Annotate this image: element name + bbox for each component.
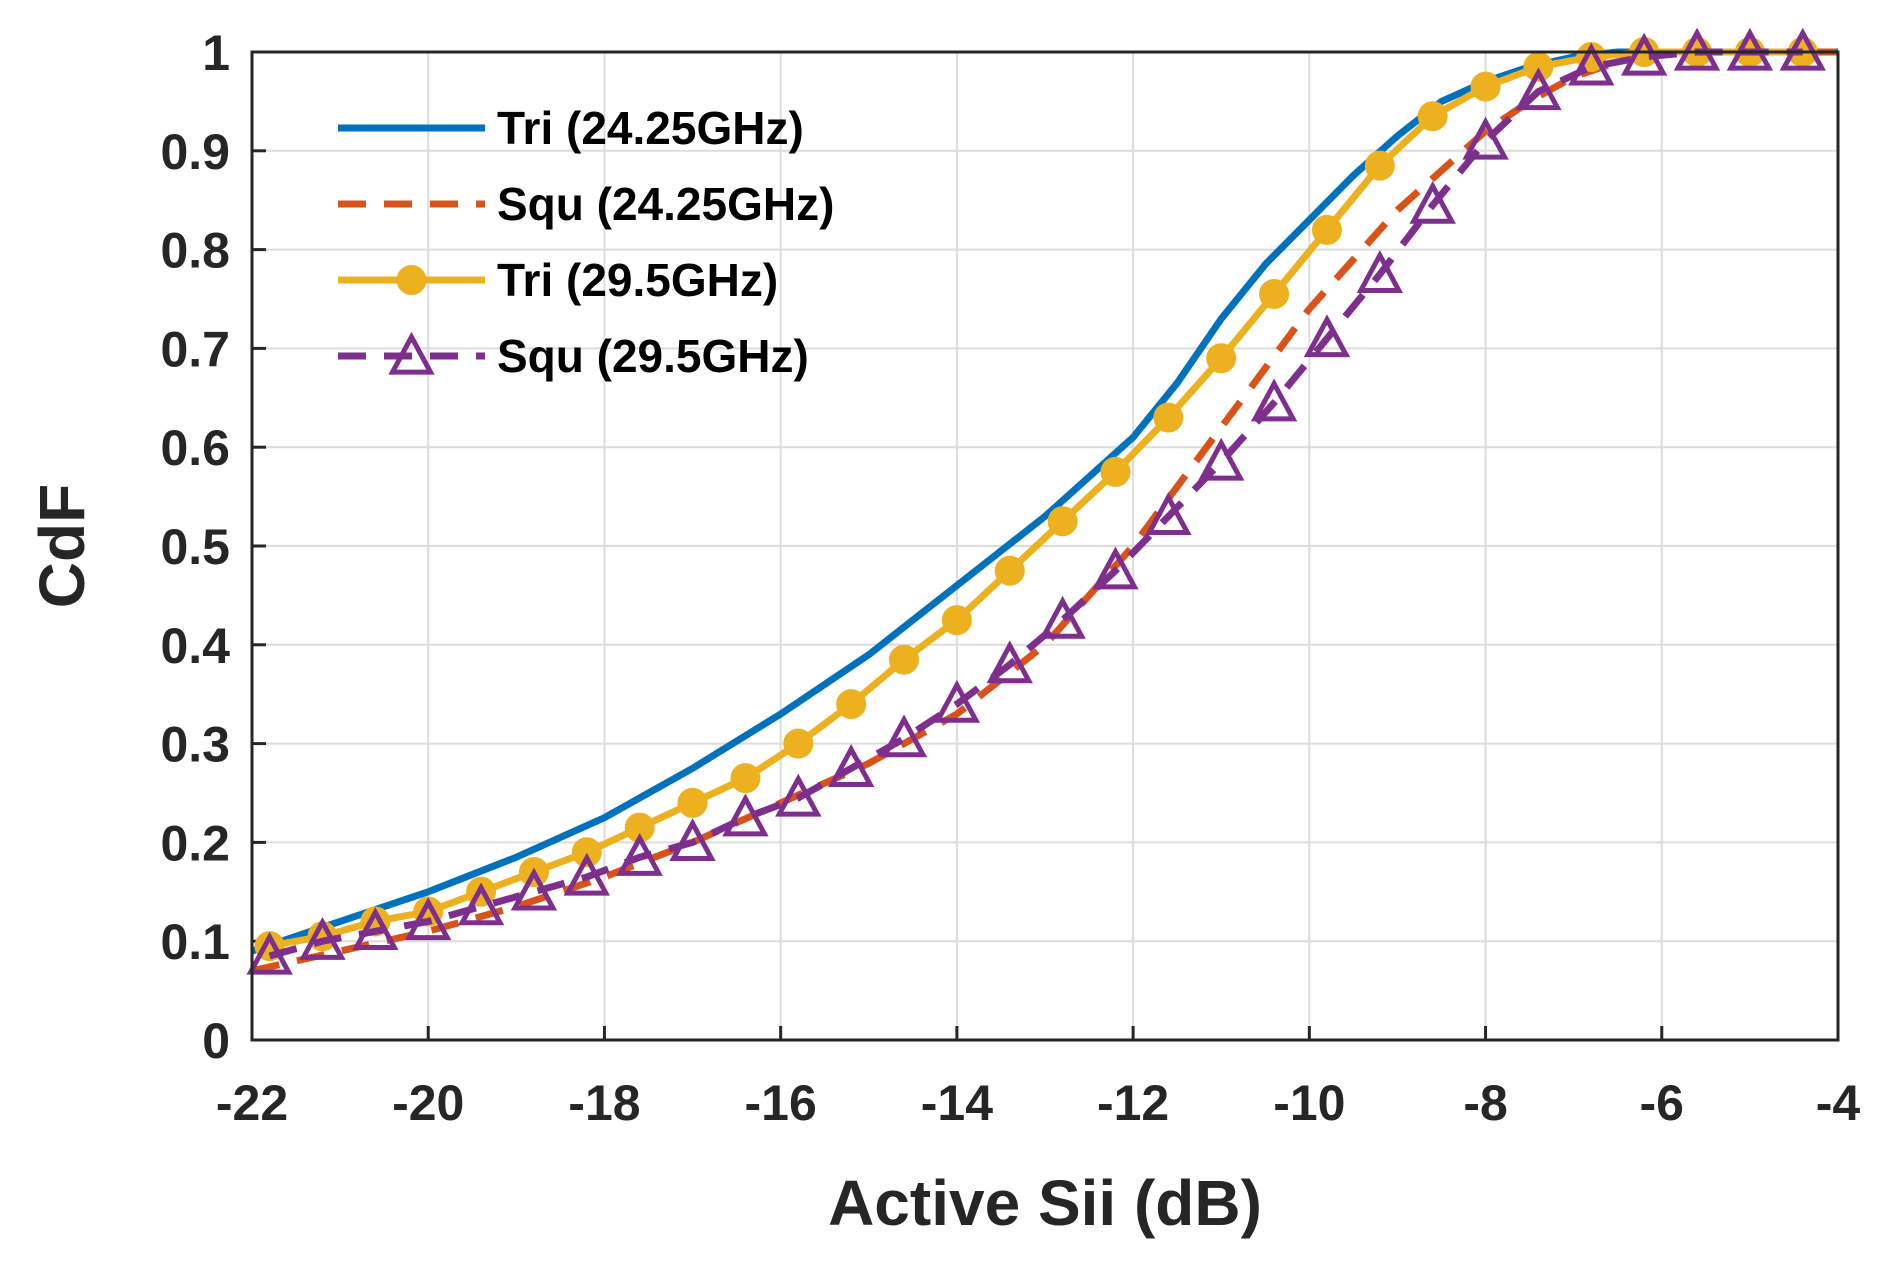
data-point [1206,343,1237,374]
data-point [836,689,867,720]
data-point [1356,250,1404,293]
data-point [571,837,602,868]
legend-label: Tri (29.5GHz) [497,254,778,306]
data-point [1259,279,1290,310]
x-axis-label: Active Sii (dB) [828,1167,1262,1239]
data-point [1515,67,1562,111]
data-point [1311,214,1342,245]
legend-entry: Tri (24.25GHz) [338,102,804,154]
data-point [669,818,716,862]
legend-label: Tri (24.25GHz) [497,102,804,154]
data-point [405,897,452,941]
data-point [246,931,293,975]
legend-label: Squ (29.5GHz) [497,330,809,382]
legend: Tri (24.25GHz) Squ (24.25GHz) Tri (29.5GHz… [338,102,834,382]
axes-box [250,50,1840,1042]
legend-entry: Squ (29.5GHz) [338,330,809,382]
y-tick-label: 0.4 [160,618,230,674]
x-tick-label: -14 [921,1075,993,1131]
data-point [457,882,505,926]
data-point [941,605,972,636]
legend-entry: Squ (24.25GHz) [338,178,834,230]
data-point [1100,456,1131,487]
data-point [1364,150,1395,181]
data-point [827,744,875,787]
y-tick-label: 0.5 [160,519,230,575]
y-tick-label: 0.6 [160,420,230,476]
data-point [889,644,920,675]
data-point [563,852,611,896]
data-point [1620,32,1668,76]
y-tick-label: 0.1 [160,914,230,970]
data-point [677,787,708,818]
data-point [933,679,981,723]
data-point [1145,492,1192,536]
x-tick-label: -8 [1463,1075,1507,1131]
x-tick-label: -6 [1640,1075,1684,1131]
legend-entry: Tri (29.5GHz) [338,254,778,306]
y-tick-label: 0.3 [160,717,230,773]
data-point [730,763,761,794]
data-point [722,793,769,837]
y-tick-labels: 0 0.1 0.2 0.3 0.4 0.5 0.6 0.7 0.8 0.9 1 [160,25,230,1069]
data-point [1568,42,1615,86]
y-tick-label: 0.9 [160,124,230,180]
data-point [994,555,1025,586]
data-point [986,640,1033,684]
x-tick-label: -22 [216,1075,288,1131]
y-tick-label: 0.8 [160,223,230,279]
data-point [783,728,814,759]
y-tick-label: 0.2 [160,815,230,871]
data-point [880,714,928,758]
y-axis-label: CdF [26,484,98,608]
data-point [1250,378,1298,422]
x-tick-labels: -22 -20 -18 -16 -14 -12 -10 -8 -6 -4 [216,1075,1861,1131]
x-tick-label: -18 [568,1075,640,1131]
x-tick-label: -20 [392,1075,464,1131]
x-tick-label: -12 [1097,1075,1169,1131]
data-point [1417,101,1448,132]
data-point [1462,116,1509,160]
series-3 [246,27,1826,975]
data-point [1470,71,1501,102]
data-point [1092,546,1139,590]
data-point [1409,180,1456,224]
series-line [268,48,1803,960]
y-tick-label: 1 [202,25,230,81]
data-point [616,832,663,876]
series-2 [254,37,1818,962]
legend-marker [396,265,427,295]
data-point [1039,595,1086,639]
data-point [1198,437,1245,481]
series-layer [246,27,1838,975]
data-point [352,907,399,950]
data-point [1047,506,1078,537]
legend-label: Squ (24.25GHz) [497,178,834,230]
legend-marker [388,331,435,375]
x-tick-label: -4 [1816,1075,1861,1131]
data-point [775,773,822,817]
data-point [510,867,558,911]
data-point [1153,402,1184,433]
data-point [1303,314,1351,358]
y-tick-label: 0.7 [160,321,230,377]
x-tick-label: -10 [1273,1075,1345,1131]
data-point [299,916,346,960]
x-tick-label: -16 [745,1075,817,1131]
y-tick-label: 0 [202,1013,230,1069]
